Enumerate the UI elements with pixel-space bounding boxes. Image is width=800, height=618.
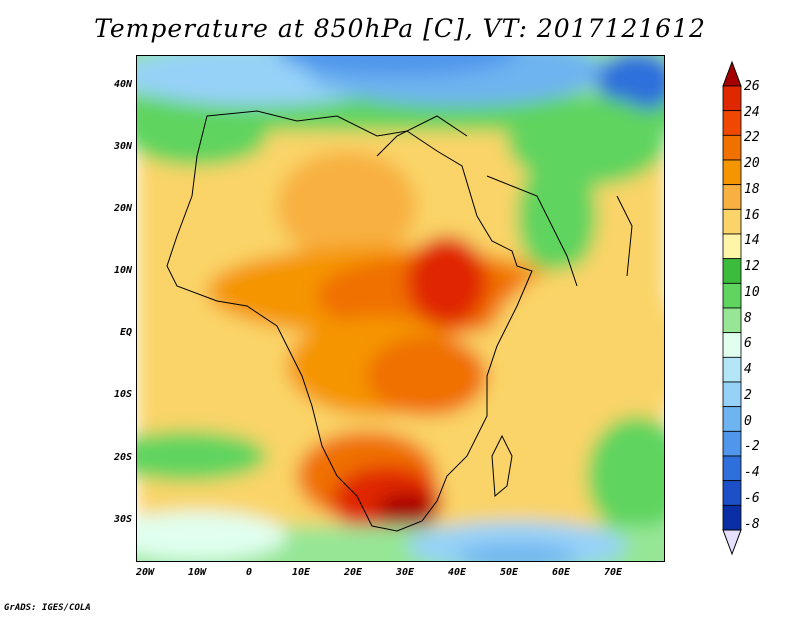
lon-label-50e: 50E — [499, 567, 519, 578]
colorbar-label-18: 18 — [744, 182, 760, 197]
lat-label-20s: 20S — [113, 452, 132, 463]
lat-label-20n: 20N — [113, 203, 132, 214]
colorbar-label-minus8: -8 — [744, 517, 760, 532]
colorbar-label-16: 16 — [744, 208, 760, 223]
colorbar-label-14: 14 — [744, 233, 760, 248]
lon-label-10e: 10E — [291, 567, 311, 578]
colorbar-swatch — [722, 356, 742, 383]
colorbar-label-26: 26 — [744, 79, 760, 94]
colorbar-label-4: 4 — [744, 362, 752, 377]
lat-label-10n: 10N — [113, 265, 132, 276]
colorbar-swatch — [722, 430, 742, 457]
lon-label-0: 0 — [245, 567, 253, 578]
footer-credit: GrADS: IGES/COLA — [4, 603, 91, 613]
lon-label-40e: 40E — [447, 567, 467, 578]
colorbar-swatch — [722, 307, 742, 334]
colorbar-swatch — [722, 504, 742, 531]
lon-label-10w: 10W — [187, 567, 207, 578]
temperature-field — [137, 56, 664, 561]
colorbar-label-10: 10 — [744, 285, 760, 300]
colorbar-label-20: 20 — [744, 156, 760, 171]
chart-title: Temperature at 850hPa [C], VT: 201712161… — [94, 14, 706, 43]
lat-label-eq: EQ — [119, 327, 132, 338]
colorbar-label-minus4: -4 — [744, 465, 760, 480]
colorbar-swatch — [722, 258, 742, 284]
lat-label-30n: 30N — [113, 141, 132, 152]
colorbar-swatch — [722, 381, 742, 408]
colorbar-swatch — [722, 332, 742, 358]
colorbar-swatch — [722, 282, 742, 309]
colorbar-swatch — [722, 406, 742, 432]
colorbar-label-minus6: -6 — [744, 491, 760, 506]
colorbar-swatch — [722, 480, 742, 506]
map-panel — [136, 55, 665, 562]
lon-label-30e: 30E — [395, 567, 415, 578]
colorbar-label-2: 2 — [744, 388, 752, 403]
colorbar-swatch — [722, 85, 742, 112]
lon-label-60e: 60E — [551, 567, 571, 578]
lat-label-10s: 10S — [113, 389, 132, 400]
colorbar-swatch — [722, 233, 742, 260]
temperature-map — [137, 56, 664, 561]
colorbar-label-6: 6 — [744, 336, 752, 351]
colorbar-arrow-top — [722, 60, 742, 87]
lon-label-70e: 70E — [603, 567, 623, 578]
colorbar-label-12: 12 — [744, 259, 760, 274]
colorbar — [722, 60, 742, 556]
colorbar-swatch — [722, 110, 742, 136]
colorbar-swatch — [722, 455, 742, 482]
colorbar-label-24: 24 — [744, 105, 760, 120]
lat-label-40n: 40N — [113, 79, 132, 90]
colorbar-label-minus2: -2 — [744, 439, 760, 454]
lat-label-30s: 30S — [113, 514, 132, 525]
colorbar-swatch — [722, 159, 742, 186]
lon-label-20w: 20W — [135, 567, 155, 578]
colorbar-label-0: 0 — [744, 414, 752, 429]
colorbar-swatch — [722, 134, 742, 161]
colorbar-swatch — [722, 208, 742, 235]
lon-label-20e: 20E — [343, 567, 363, 578]
colorbar-label-8: 8 — [744, 311, 752, 326]
colorbar-swatch — [722, 184, 742, 210]
colorbar-label-22: 22 — [744, 130, 760, 145]
coastlines — [166, 110, 633, 532]
colorbar-arrow-bottom — [722, 529, 742, 556]
